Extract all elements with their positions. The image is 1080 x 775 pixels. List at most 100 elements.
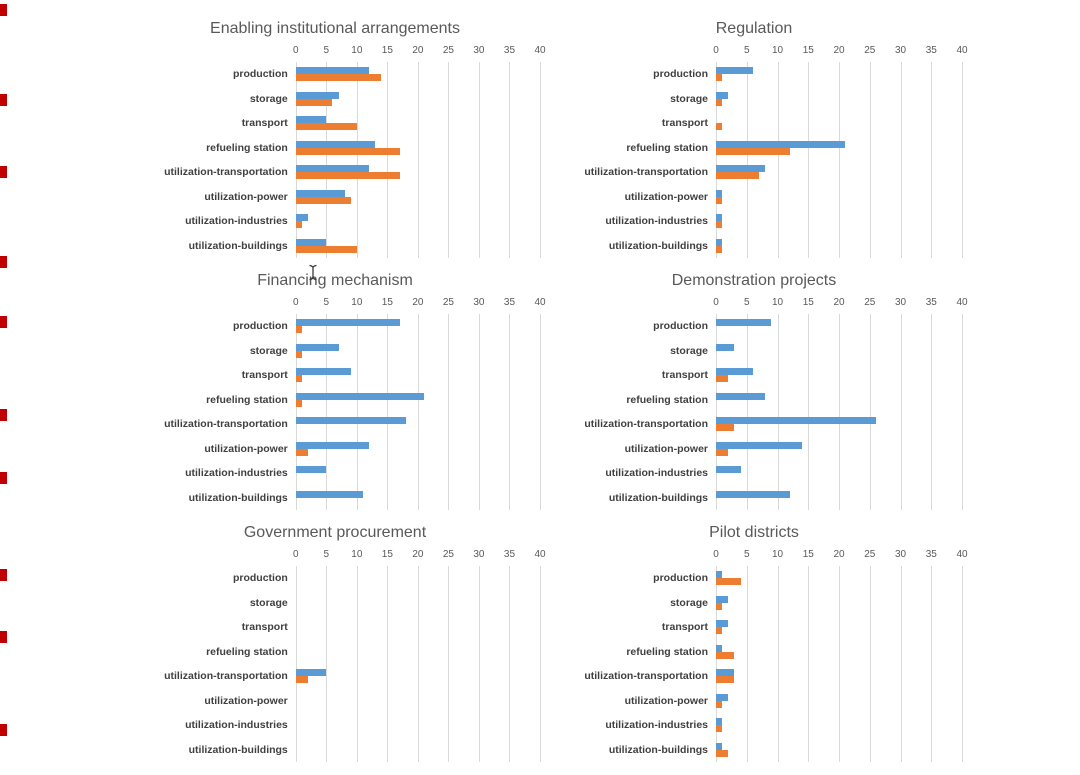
bar-group	[716, 363, 962, 388]
gridline	[540, 566, 541, 762]
blue-bar	[716, 165, 766, 173]
edge-marker	[0, 166, 7, 178]
gridline	[540, 62, 541, 258]
bar-group	[295, 62, 540, 87]
axis-tick-label: 15	[802, 297, 814, 308]
axis-tick-label: 20	[833, 549, 845, 560]
bar-group	[296, 591, 540, 616]
category-label: utilization-buildings	[608, 239, 708, 252]
category-label: utilization-power	[624, 442, 708, 455]
category-label: utilization-transportation	[164, 166, 288, 179]
axis-tick-label: 10	[351, 549, 363, 560]
chart-panel-demonstration-projects: Demonstration projects production storage…	[540, 258, 1080, 510]
gridline	[509, 314, 511, 510]
gridline	[417, 62, 419, 258]
plot-column: 0 5 10 15 20 25 30 35 40	[293, 42, 546, 258]
chart-title: Enabling institutional arrangements	[210, 20, 460, 37]
axis-tick-label: 40	[956, 297, 968, 308]
orange-bar	[295, 74, 382, 82]
axis-tick-label: 10	[351, 45, 363, 56]
gridline	[509, 566, 511, 762]
gridline	[387, 566, 389, 762]
category-axis: production storage transport refueling stat…	[127, 566, 296, 762]
blue-bar	[716, 189, 723, 197]
bar-group	[716, 566, 962, 591]
category-label: storage	[670, 344, 708, 357]
category-label: transport	[241, 621, 288, 634]
category-label: storage	[670, 596, 708, 609]
plot-area	[716, 566, 963, 763]
axis-tick-label: 20	[412, 297, 424, 308]
axis-tick-label: 35	[925, 297, 937, 308]
orange-bar	[716, 74, 723, 82]
plot-column: 0 5 10 15 20 25 30 35 40	[293, 294, 546, 510]
category-label: storage	[249, 92, 288, 105]
gridline	[448, 62, 450, 258]
category-label: storage	[249, 344, 288, 357]
axis-tick-label: 20	[412, 549, 424, 560]
category-label: refueling station	[626, 645, 708, 658]
orange-bar	[716, 375, 729, 383]
bar-group	[716, 640, 962, 665]
gridline	[326, 62, 328, 258]
orange-bar	[716, 578, 741, 586]
blue-bar	[295, 368, 351, 376]
gridline	[808, 62, 810, 258]
blue-bar	[716, 91, 729, 99]
gridline	[417, 314, 419, 510]
gridline	[931, 314, 933, 510]
axis-tick-label: 0	[293, 549, 299, 560]
orange-bar	[295, 245, 357, 253]
edge-marker	[0, 724, 7, 736]
value-axis: 0 5 10 15 20 25 30 35 40	[713, 546, 967, 566]
blue-bar	[716, 368, 753, 376]
edge-marker	[0, 256, 7, 268]
axis-tick-label: 40	[534, 45, 546, 56]
orange-bar	[716, 602, 723, 610]
gridline	[326, 566, 328, 762]
axis-tick-label: 0	[293, 45, 299, 56]
category-label: utilization-buildings	[188, 239, 288, 252]
chart-body: production storage transport refueling stat…	[127, 42, 546, 258]
bar-group	[296, 689, 540, 714]
blue-bar	[295, 116, 327, 124]
blue-bar	[716, 466, 741, 474]
bar-group	[716, 713, 962, 738]
axis-tick-label: 30	[894, 549, 907, 560]
orange-bar	[716, 725, 723, 733]
chart-body: production storage transport refueling stat…	[127, 546, 546, 762]
bar-group	[716, 486, 962, 511]
axis-tick-label: 15	[802, 549, 814, 560]
axis-tick-label: 35	[503, 45, 516, 56]
category-axis: production storage transport refueling stat…	[546, 314, 716, 510]
bar-group	[716, 615, 962, 640]
blue-bar	[716, 441, 803, 449]
axis-tick-label: 30	[473, 45, 485, 56]
bar-group	[295, 461, 540, 486]
category-label: refueling station	[206, 141, 288, 154]
chart-panel-pilot-districts: Pilot districts production storage transpo…	[540, 510, 1080, 762]
category-label: utilization-transportation	[164, 670, 288, 683]
orange-bar	[295, 196, 351, 204]
orange-bar	[716, 172, 760, 180]
orange-bar	[295, 326, 302, 334]
gridline	[931, 566, 933, 762]
category-label: utilization-power	[204, 442, 288, 455]
orange-bar	[716, 448, 729, 456]
bar-group	[716, 209, 962, 234]
axis-tick-label: 5	[743, 549, 750, 560]
orange-bar	[295, 375, 302, 383]
axis-tick-label: 40	[956, 549, 968, 560]
category-label: utilization-buildings	[188, 743, 288, 756]
axis-tick-label: 35	[503, 297, 516, 308]
orange-bar	[716, 245, 723, 253]
bar-group	[716, 738, 962, 763]
blue-bar	[295, 238, 327, 246]
bar-group	[716, 160, 962, 185]
blue-bar	[716, 238, 723, 246]
text-cursor-icon	[307, 264, 319, 286]
orange-bar	[716, 221, 723, 229]
category-label: utilization-power	[624, 190, 708, 203]
edge-marker	[0, 316, 7, 328]
bar-group	[716, 234, 962, 259]
